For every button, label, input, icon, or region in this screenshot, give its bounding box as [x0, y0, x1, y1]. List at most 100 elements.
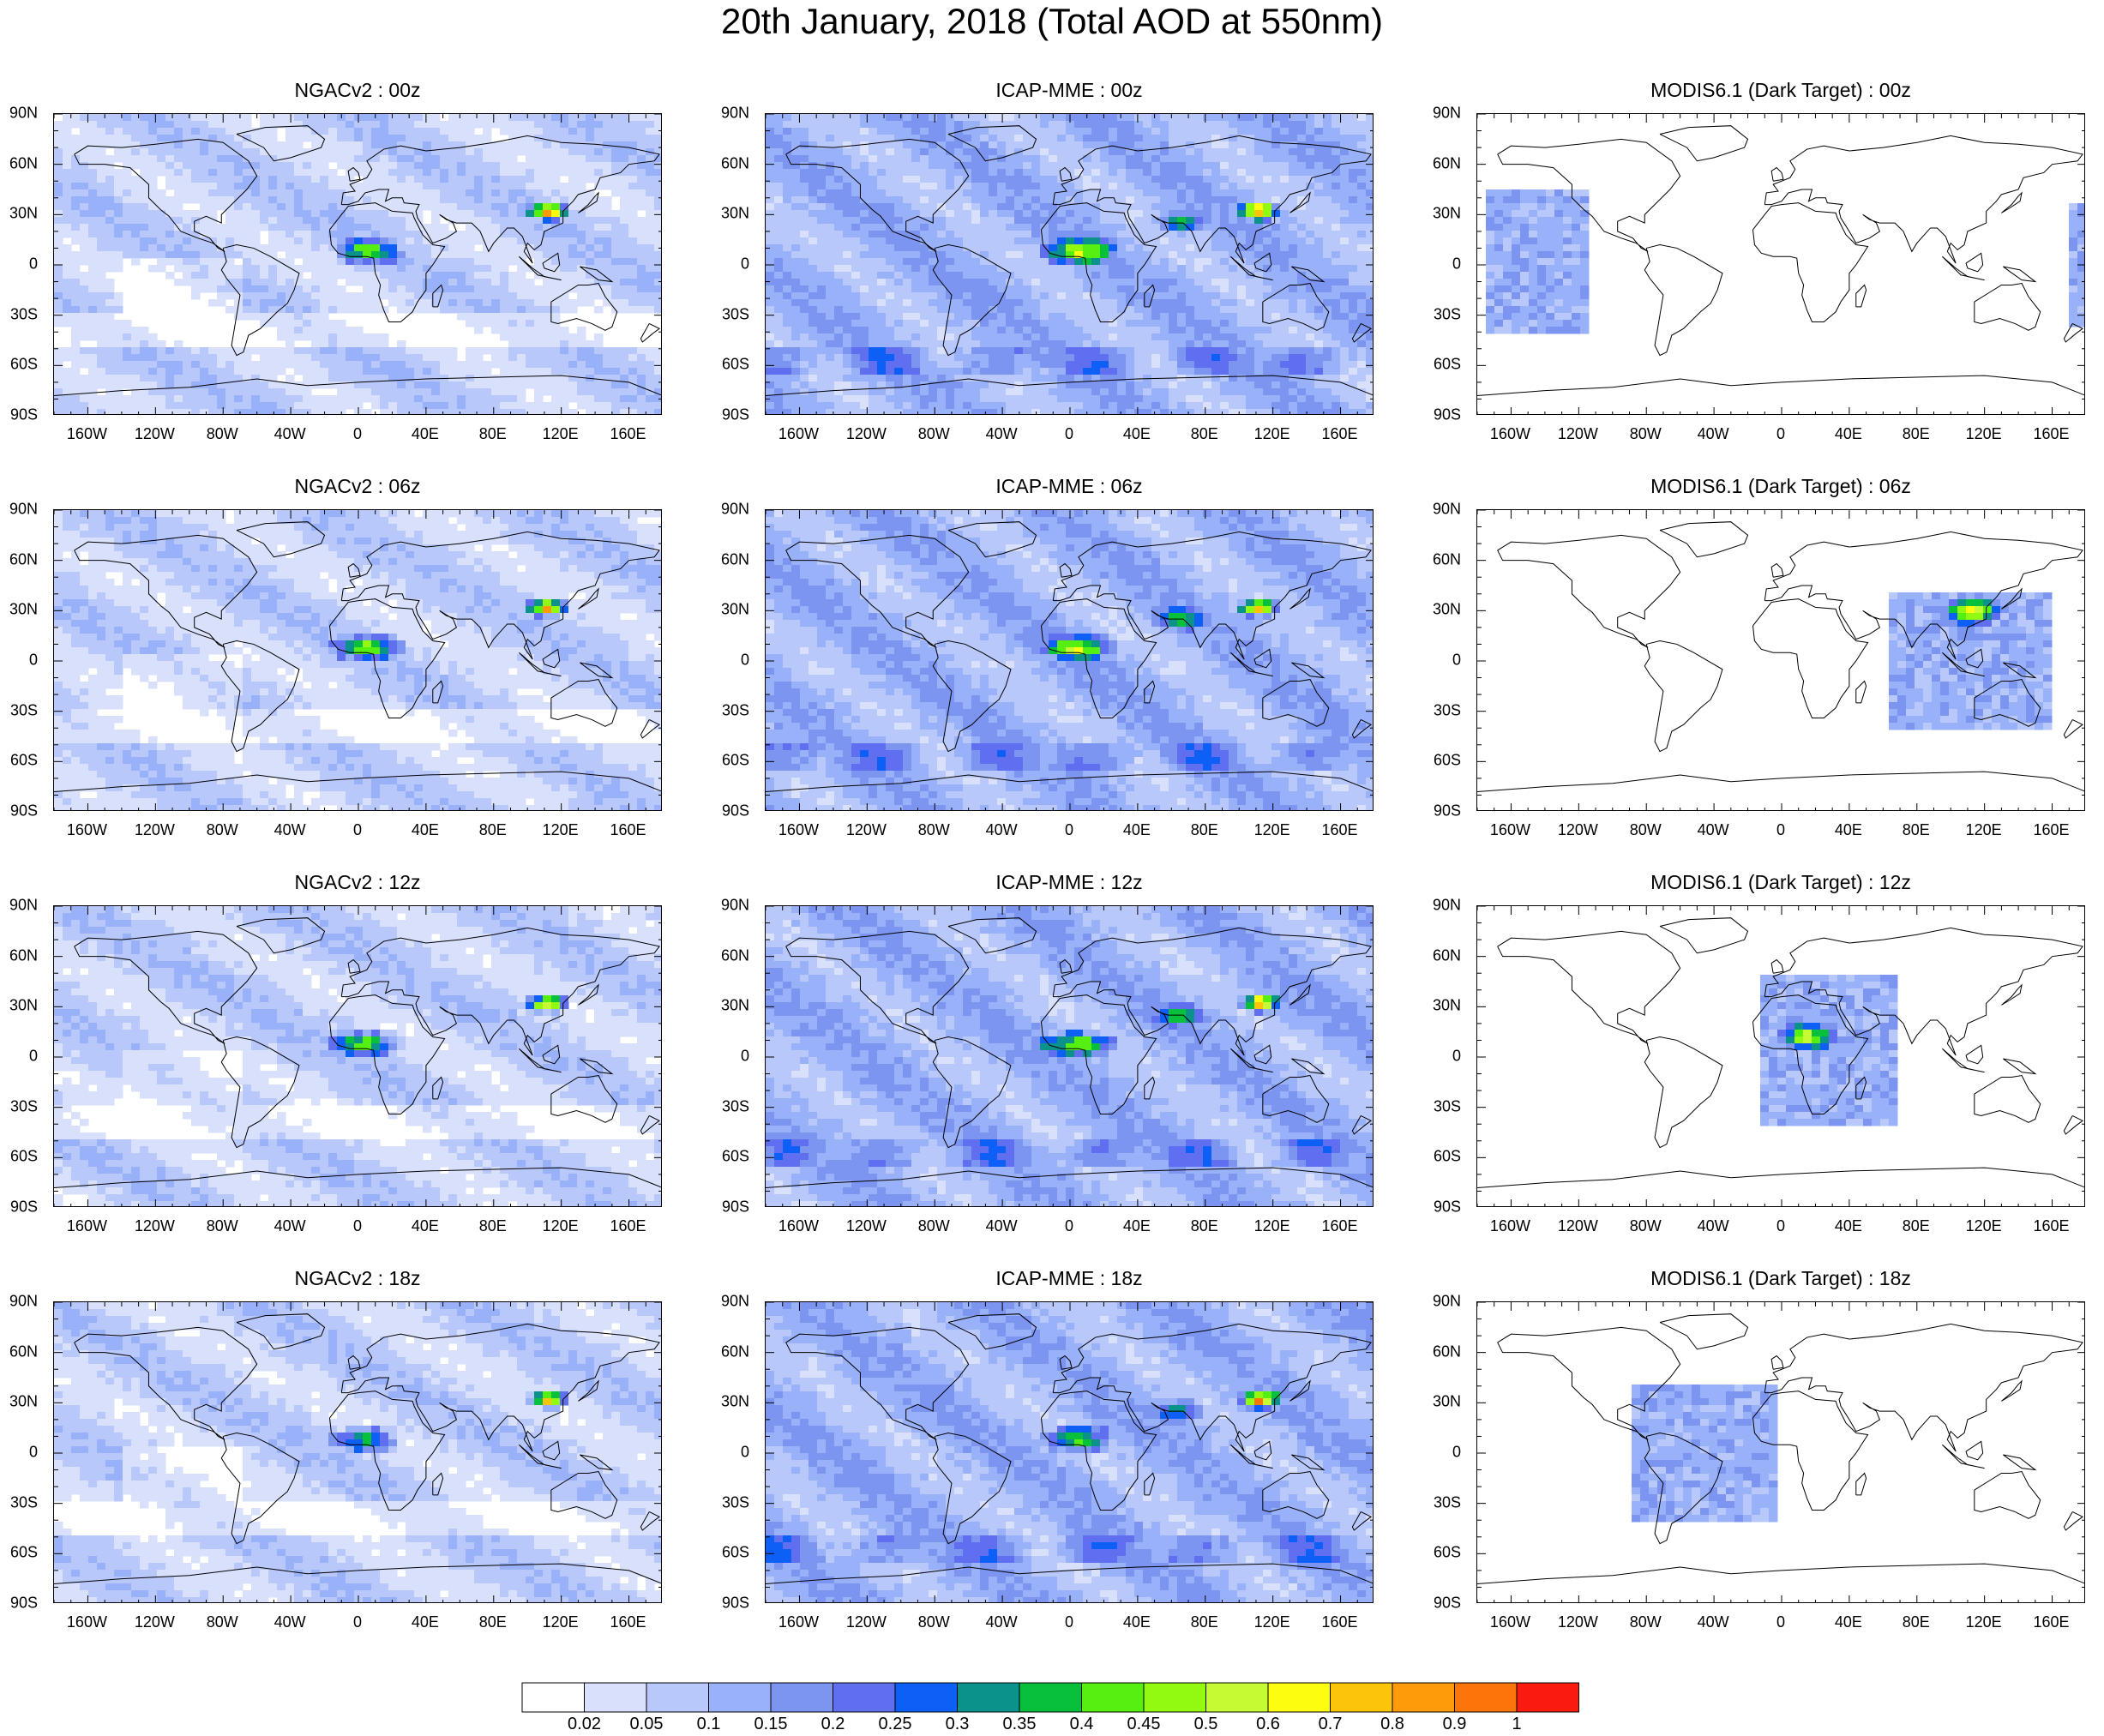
aod-cell — [1220, 162, 1229, 170]
aod-cell — [54, 395, 63, 403]
aod-cell — [1203, 162, 1212, 170]
aod-cell — [809, 320, 818, 327]
aod-cell — [1237, 203, 1247, 211]
aod-cell — [320, 395, 329, 403]
aod-cell — [1220, 183, 1229, 190]
aod-cell — [1229, 285, 1238, 293]
aod-cell — [1220, 189, 1229, 197]
aod-cell — [577, 135, 586, 142]
aod-cell — [320, 292, 329, 300]
aod-cell — [88, 279, 98, 286]
aod-cell — [105, 135, 115, 142]
aod-cell — [886, 141, 895, 149]
aod-cell — [1194, 169, 1204, 177]
aod-cell — [628, 135, 638, 142]
aod-cell — [1126, 128, 1135, 135]
aod-cell — [1100, 189, 1109, 197]
aod-cell — [551, 128, 561, 135]
aod-cell — [1340, 114, 1350, 122]
aod-cell — [466, 196, 475, 204]
aod-cell — [243, 162, 252, 170]
aod-cell — [277, 313, 286, 321]
aod-cell — [1357, 279, 1367, 286]
aod-cell — [534, 169, 544, 177]
aod-cell — [397, 395, 406, 403]
aod-cell — [1083, 292, 1092, 300]
aod-cell — [851, 231, 861, 238]
aod-cell — [971, 313, 981, 321]
aod-cell — [826, 203, 835, 211]
aod-cell — [457, 162, 466, 170]
aod-cell — [1229, 272, 1238, 279]
aod-cell — [165, 375, 175, 382]
aod-cell — [191, 148, 201, 156]
aod-cell — [217, 375, 226, 382]
aod-cell — [448, 114, 458, 122]
aod-cell — [637, 148, 646, 156]
aod-cell — [834, 237, 844, 245]
aod-cell — [980, 224, 989, 231]
aod-cell — [560, 162, 569, 170]
aod-cell — [980, 292, 989, 300]
aod-cell — [620, 148, 629, 156]
aod-cell — [1031, 292, 1041, 300]
aod-cell — [208, 183, 218, 190]
aod-cell — [466, 265, 475, 273]
aod-cell — [157, 231, 166, 238]
aod-cell — [989, 114, 998, 122]
aod-cell — [260, 409, 269, 414]
lon-tick-label: 40W — [967, 425, 1036, 443]
aod-cell — [311, 237, 321, 245]
aod-cell — [551, 189, 561, 197]
aod-cell — [586, 148, 595, 156]
aod-cell — [371, 402, 381, 410]
aod-cell — [1083, 244, 1092, 252]
aod-cell — [1246, 279, 1255, 286]
lon-tick-label: 160W — [764, 425, 833, 443]
aod-cell — [217, 237, 226, 245]
aod-cell — [586, 244, 595, 252]
aod-cell — [388, 141, 398, 149]
aod-cell — [911, 306, 921, 314]
aod-cell — [388, 361, 398, 369]
aod-cell — [766, 237, 775, 245]
aod-cell — [286, 375, 295, 382]
aod-cell — [1211, 203, 1221, 211]
aod-cell — [397, 340, 406, 348]
aod-cell — [414, 169, 424, 177]
aod-cell — [534, 148, 544, 156]
aod-cell — [654, 189, 661, 197]
aod-cell — [431, 224, 441, 231]
aod-cell — [1151, 224, 1161, 231]
aod-cell — [328, 409, 338, 414]
aod-cell — [474, 169, 484, 177]
aod-cell — [165, 361, 175, 369]
aod-cell — [303, 251, 312, 259]
aod-cell — [568, 368, 578, 375]
aod-cell — [448, 189, 458, 197]
aod-cell — [1186, 279, 1195, 286]
aod-cell — [500, 265, 509, 273]
aod-cell — [457, 135, 466, 142]
aod-cell — [508, 402, 518, 410]
aod-cell — [1134, 265, 1144, 273]
aod-cell — [1340, 292, 1350, 300]
aod-cell — [1074, 189, 1084, 197]
aod-cell — [989, 320, 998, 327]
aod-cell — [637, 203, 646, 211]
aod-cell — [594, 375, 604, 382]
aod-cell — [1280, 176, 1289, 183]
aod-cell — [1083, 189, 1092, 197]
aod-cell — [568, 299, 578, 307]
aod-cell — [1023, 210, 1032, 218]
aod-cell — [363, 409, 372, 414]
aod-cell — [946, 224, 955, 231]
aod-cell — [157, 381, 166, 389]
aod-cell — [1280, 128, 1289, 135]
aod-cell — [157, 141, 166, 149]
aod-cell — [1280, 306, 1289, 314]
aod-cell — [388, 196, 398, 204]
aod-cell — [1211, 299, 1221, 307]
aod-cell — [911, 258, 921, 266]
aod-cell — [903, 285, 912, 293]
